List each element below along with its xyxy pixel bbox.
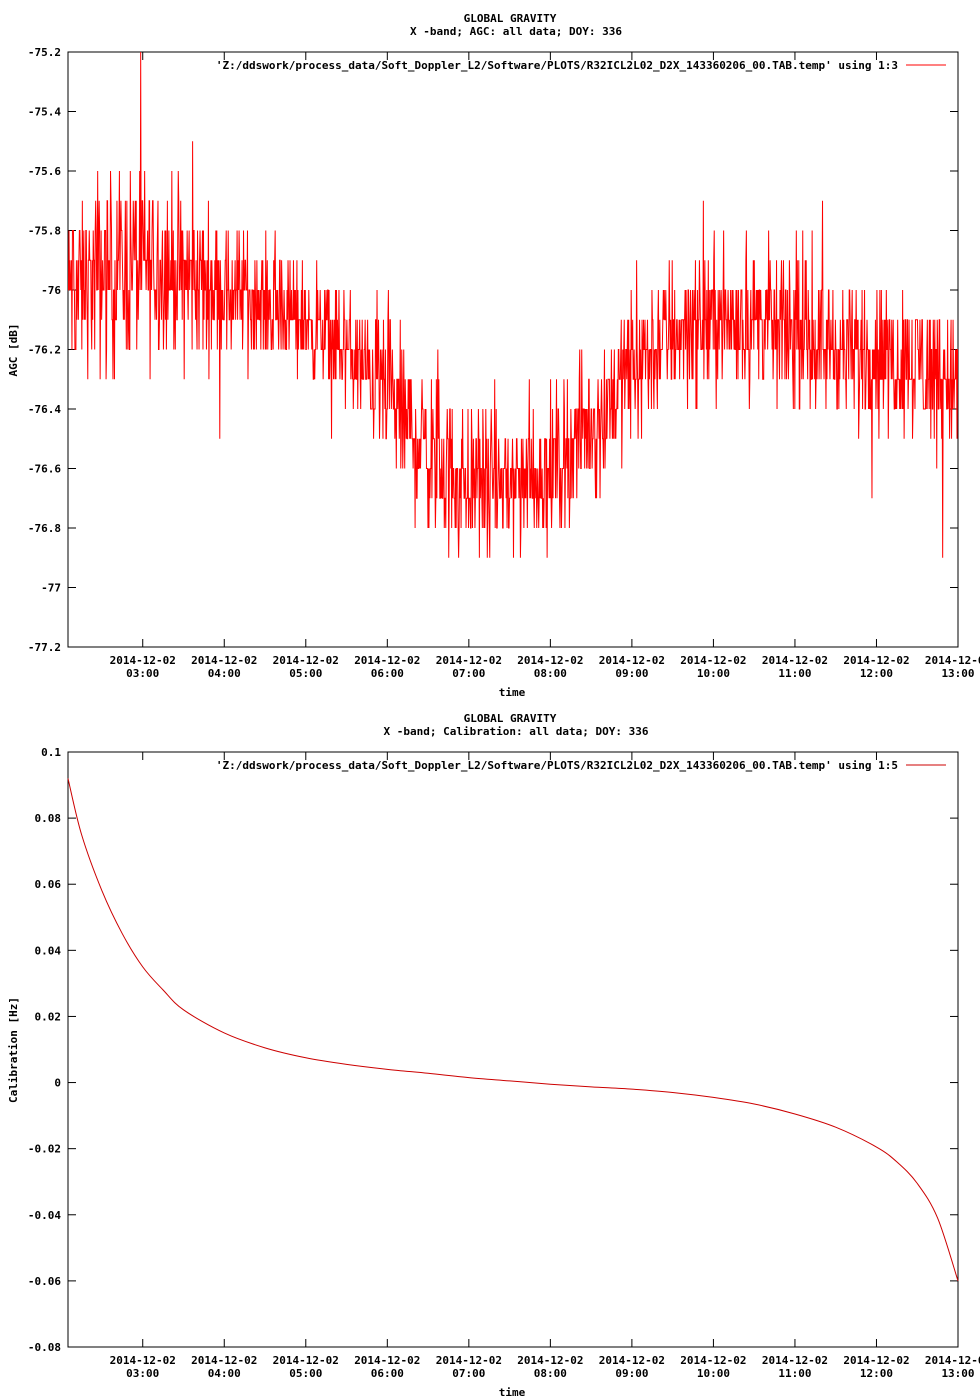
agc-x-axis: 2014-12-0203:002014-12-0204:002014-12-02… [110, 52, 980, 680]
x-tick-date-label: 2014-12-02 [110, 1354, 176, 1367]
calibration-chart-title: GLOBAL GRAVITY [464, 712, 557, 725]
x-tick-time-label: 05:00 [289, 667, 322, 680]
x-tick-time-label: 03:00 [126, 1367, 159, 1380]
calibration-series-line [67, 778, 959, 1282]
calibration-y-axis-label: Calibration [Hz] [7, 997, 20, 1103]
x-tick-time-label: 10:00 [697, 1367, 730, 1380]
x-tick-date-label: 2014-12-02 [599, 654, 665, 667]
x-tick-time-label: 06:00 [371, 667, 404, 680]
x-tick-date-label: 2014-12-02 [517, 1354, 583, 1367]
calibration-chart: GLOBAL GRAVITY X -band; Calibration: all… [7, 712, 980, 1399]
x-tick-time-label: 04:00 [208, 667, 241, 680]
y-tick-label: -77.2 [28, 641, 61, 654]
x-tick-date-label: 2014-12-02 [191, 654, 257, 667]
x-tick-time-label: 11:00 [778, 1367, 811, 1380]
y-tick-label: -76.8 [28, 522, 61, 535]
x-tick-date-label: 2014-12-02 [925, 654, 980, 667]
x-tick-date-label: 2014-12-02 [354, 1354, 420, 1367]
x-tick-time-label: 11:00 [778, 667, 811, 680]
y-tick-label: 0 [54, 1077, 61, 1090]
x-tick-time-label: 13:00 [941, 1367, 974, 1380]
x-tick-date-label: 2014-12-02 [680, 654, 746, 667]
y-tick-label: -77 [41, 582, 61, 595]
x-tick-time-label: 09:00 [615, 667, 648, 680]
x-tick-date-label: 2014-12-02 [599, 1354, 665, 1367]
y-tick-label: 0.06 [35, 878, 62, 891]
x-tick-date-label: 2014-12-02 [680, 1354, 746, 1367]
calibration-chart-subtitle: X -band; Calibration: all data; DOY: 336 [384, 725, 649, 738]
y-tick-label: 0.02 [35, 1010, 62, 1023]
y-tick-label: -76 [41, 284, 61, 297]
y-tick-label: -0.04 [28, 1209, 61, 1222]
x-tick-time-label: 07:00 [452, 667, 485, 680]
agc-legend-label: 'Z:/ddswork/process_data/Soft_Doppler_L2… [216, 59, 898, 72]
x-tick-date-label: 2014-12-02 [517, 654, 583, 667]
x-tick-date-label: 2014-12-02 [191, 1354, 257, 1367]
x-tick-date-label: 2014-12-02 [925, 1354, 980, 1367]
x-tick-date-label: 2014-12-02 [273, 654, 339, 667]
y-tick-label: 0.04 [35, 944, 62, 957]
agc-chart-subtitle: X -band; AGC: all data; DOY: 336 [410, 25, 622, 38]
x-tick-time-label: 06:00 [371, 1367, 404, 1380]
x-tick-time-label: 12:00 [860, 1367, 893, 1380]
calibration-legend-label: 'Z:/ddswork/process_data/Soft_Doppler_L2… [216, 759, 898, 772]
x-tick-time-label: 10:00 [697, 667, 730, 680]
x-tick-time-label: 09:00 [615, 1367, 648, 1380]
calibration-y-axis: 0.1 0.08 0.06 0.04 0.02 0 -0.02 -0.04 -0.06 -0.08 [28, 746, 958, 1354]
y-tick-label: -76.6 [28, 463, 61, 476]
x-tick-date-label: 2014-12-02 [843, 1354, 909, 1367]
x-tick-time-label: 03:00 [126, 667, 159, 680]
agc-chart-title: GLOBAL GRAVITY [464, 12, 557, 25]
x-tick-time-label: 08:00 [534, 1367, 567, 1380]
x-tick-date-label: 2014-12-02 [762, 654, 828, 667]
y-tick-label: -75.4 [28, 106, 61, 119]
y-tick-label: 0.08 [35, 812, 62, 825]
x-tick-date-label: 2014-12-02 [843, 654, 909, 667]
calibration-x-axis-label: time [499, 1386, 526, 1399]
y-tick-label: -0.02 [28, 1143, 61, 1156]
agc-chart: GLOBAL GRAVITY X -band; AGC: all data; D… [7, 12, 980, 699]
x-tick-date-label: 2014-12-02 [436, 1354, 502, 1367]
x-tick-date-label: 2014-12-02 [354, 654, 420, 667]
x-tick-time-label: 08:00 [534, 667, 567, 680]
agc-x-axis-label: time [499, 686, 526, 699]
calibration-plot-frame [67, 751, 959, 1348]
x-tick-date-label: 2014-12-02 [762, 1354, 828, 1367]
y-tick-label: -76.2 [28, 344, 61, 357]
x-tick-date-label: 2014-12-02 [436, 654, 502, 667]
y-tick-label: -75.8 [28, 225, 61, 238]
x-tick-time-label: 13:00 [941, 667, 974, 680]
x-tick-time-label: 04:00 [208, 1367, 241, 1380]
x-tick-date-label: 2014-12-02 [273, 1354, 339, 1367]
x-tick-date-label: 2014-12-02 [110, 654, 176, 667]
x-tick-time-label: 12:00 [860, 667, 893, 680]
x-tick-time-label: 07:00 [452, 1367, 485, 1380]
agc-series-line [67, 51, 959, 558]
agc-y-axis-label: AGC [dB] [7, 324, 20, 377]
y-tick-label: -76.4 [28, 403, 61, 416]
y-tick-label: 0.1 [41, 746, 61, 759]
y-tick-label: -75.2 [28, 46, 61, 59]
x-tick-time-label: 05:00 [289, 1367, 322, 1380]
y-tick-label: -75.6 [28, 165, 61, 178]
calibration-x-axis: 2014-12-0203:002014-12-0204:002014-12-02… [110, 752, 980, 1380]
y-tick-label: -0.06 [28, 1275, 61, 1288]
y-tick-label: -0.08 [28, 1341, 61, 1354]
